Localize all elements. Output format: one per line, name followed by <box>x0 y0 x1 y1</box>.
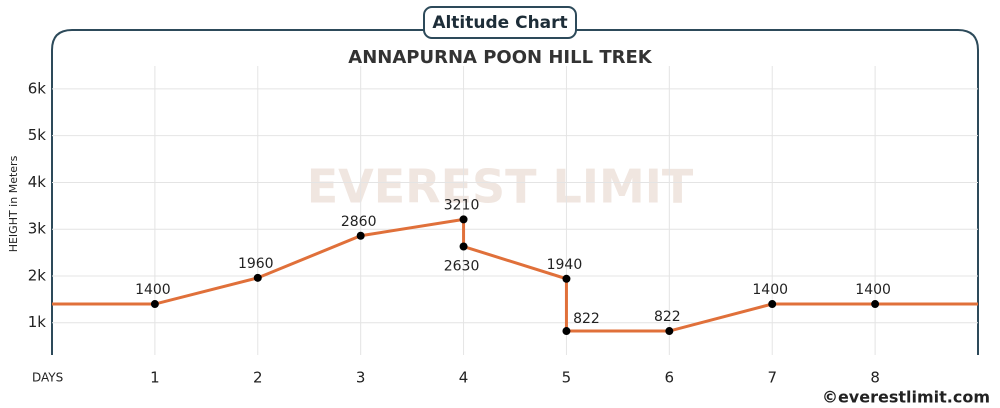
point <box>665 327 674 336</box>
x-tick-label: 7 <box>767 369 777 387</box>
x-tick-label: 5 <box>562 369 572 387</box>
line <box>52 217 978 333</box>
y-tick-label: 6k <box>28 79 47 97</box>
data-label: 1400 <box>855 282 891 298</box>
point <box>459 215 468 224</box>
data-label: 1960 <box>238 256 274 272</box>
x-tick-label: 3 <box>356 369 366 387</box>
data-label: 2630 <box>444 259 480 275</box>
y-tick-label: 2k <box>28 266 47 284</box>
x-tick-label: 8 <box>870 369 880 387</box>
point <box>150 300 159 309</box>
x-axis-label: DAYS <box>32 371 63 385</box>
point <box>562 327 571 336</box>
point <box>253 273 262 282</box>
x-tick-label: 1 <box>150 369 160 387</box>
y-tick-label: 3k <box>28 220 47 238</box>
watermark: EVEREST LIMIT <box>307 160 694 214</box>
credit: ©everestlimit.com <box>822 388 990 407</box>
x-tick-label: 4 <box>459 369 469 387</box>
header-box <box>423 6 577 39</box>
data-label: 822 <box>573 311 600 327</box>
y-tick-label: 5k <box>28 126 47 144</box>
point <box>562 274 571 283</box>
data-label: 1400 <box>135 282 171 298</box>
data-label: 1400 <box>752 282 788 298</box>
y-tick-label: 1k <box>28 313 47 331</box>
point <box>871 300 880 309</box>
x-tick-label: 2 <box>253 369 263 387</box>
y-tick-label: 4k <box>28 173 47 191</box>
point <box>459 242 468 251</box>
chart-title: ANNAPURNA POON HILL TREK <box>348 47 652 68</box>
data-label: 1940 <box>547 257 583 273</box>
header: Altitude Chart <box>432 13 567 33</box>
data-label: 822 <box>654 309 681 325</box>
x-tick-label: 6 <box>665 369 675 387</box>
y-axis-label: HEIGHT in Meters <box>7 155 20 252</box>
data-label: 2860 <box>341 214 377 230</box>
point <box>356 231 365 240</box>
point <box>768 300 777 309</box>
data-label: 3210 <box>444 197 480 213</box>
